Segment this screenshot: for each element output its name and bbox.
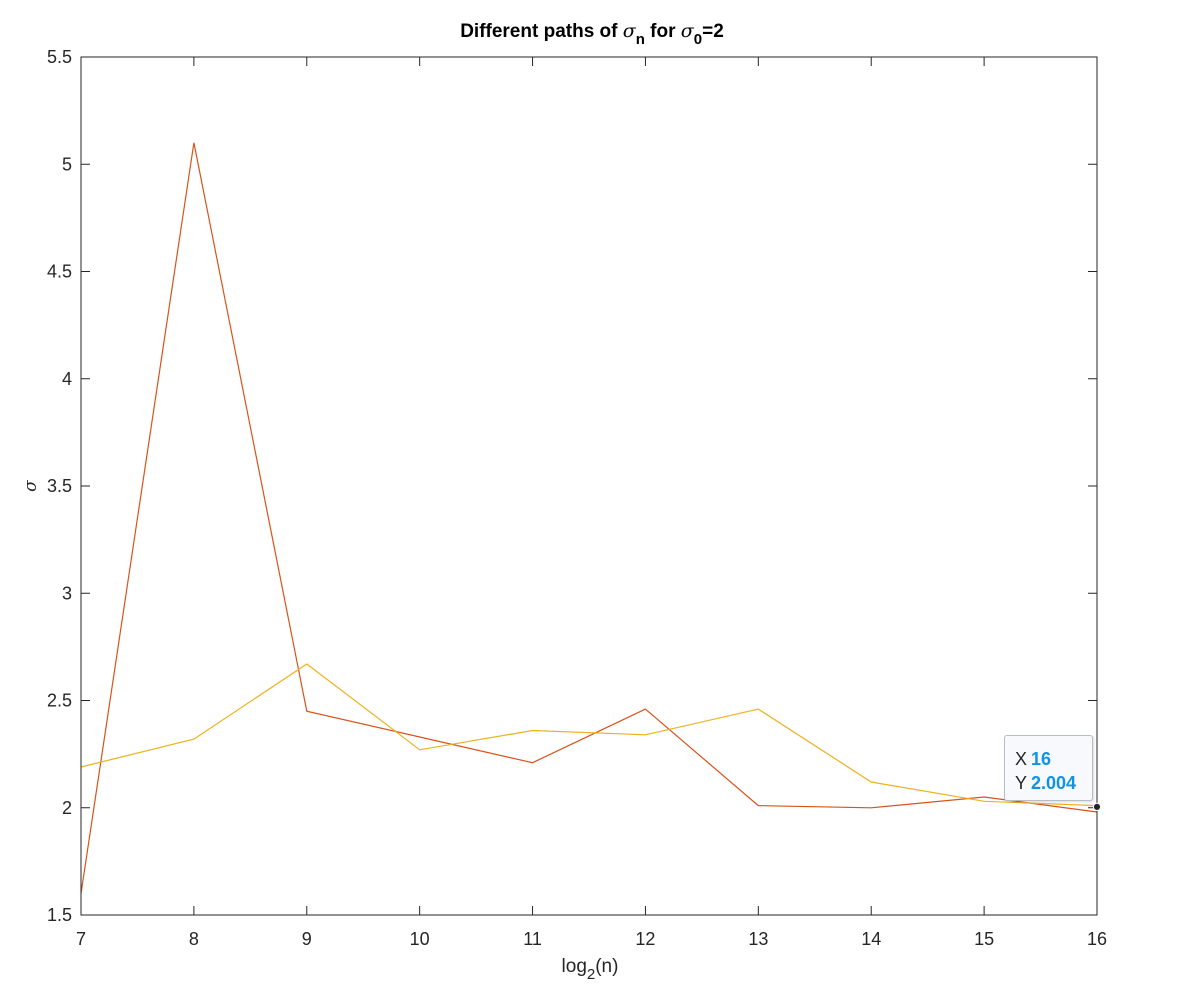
- datatip-y-value: 2.004: [1031, 773, 1077, 793]
- y-tick-label: 3.5: [47, 476, 72, 496]
- x-tick-label: 15: [974, 929, 994, 949]
- datatip-y-label: Y: [1015, 773, 1028, 793]
- datatip-marker-layer: [1092, 802, 1102, 811]
- x-tick-label: 9: [302, 929, 312, 949]
- y-tick-label: 4.5: [47, 262, 72, 282]
- x-axis-ticks: 7 8 9 10 11 12 13 14 15 16: [76, 57, 1107, 949]
- y-tick-label: 5.5: [47, 47, 72, 67]
- datatip-x-row: X 16: [1015, 747, 1092, 771]
- datatip-marker[interactable]: [1092, 802, 1102, 811]
- y-axis-ticks: 1.5 2 2.5 3 3.5 4 4.5 5 5.5: [47, 47, 1097, 925]
- y-tick-label: 5: [62, 154, 72, 174]
- y-tick-label: 3: [62, 583, 72, 603]
- x-axis-label: log2(n): [562, 956, 619, 983]
- y-tick-label: 2: [62, 798, 72, 818]
- x-tick-label: 13: [748, 929, 768, 949]
- x-tick-label: 14: [861, 929, 881, 949]
- series-line-1[interactable]: [80, 142, 1098, 894]
- x-tick-label: 7: [76, 929, 86, 949]
- y-tick-label: 4: [62, 369, 72, 389]
- y-axis-label: σ: [21, 480, 41, 492]
- x-tick-label: 16: [1087, 929, 1107, 949]
- y-tick-label: 2.5: [47, 691, 72, 711]
- datatip[interactable]: X 16 Y 2.004: [1004, 735, 1093, 801]
- chart-title: Different paths of σn for σ0=2: [460, 20, 724, 48]
- x-tick-label: 8: [189, 929, 199, 949]
- datatip-y-row: Y 2.004: [1015, 771, 1092, 795]
- datatip-x-value: 16: [1031, 749, 1052, 769]
- series-line-2[interactable]: [80, 663, 1098, 807]
- x-tick-label: 10: [410, 929, 430, 949]
- x-tick-label: 11: [523, 929, 542, 949]
- series-layer: [80, 142, 1098, 894]
- y-tick-label: 1.5: [47, 905, 72, 925]
- plot-area: [81, 57, 1097, 915]
- x-tick-label: 12: [635, 929, 655, 949]
- datatip-x-label: X: [1015, 749, 1028, 769]
